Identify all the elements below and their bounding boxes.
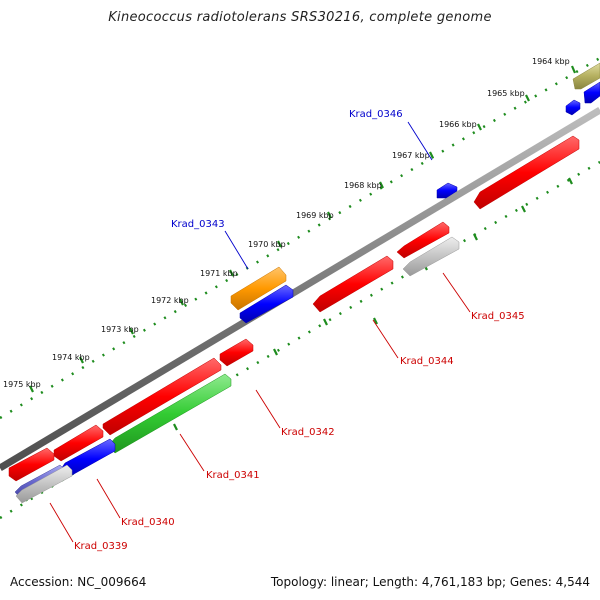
kbp-label: 1970 kbp bbox=[248, 240, 286, 249]
gene-label-krad-0344: Krad_0344 bbox=[400, 356, 454, 367]
gene-label-krad-0342: Krad_0342 bbox=[281, 427, 335, 438]
gene-krad-0344[interactable] bbox=[312, 255, 394, 313]
kbp-label: 1971 kbp bbox=[200, 269, 238, 278]
map-title: Kineococcus radiotolerans SRS30216, comp… bbox=[108, 10, 492, 25]
forward-genes[interactable] bbox=[8, 62, 600, 482]
kbp-label: 1974 kbp bbox=[52, 353, 90, 362]
gene-red-0345-upper[interactable] bbox=[396, 221, 450, 259]
label-connectors bbox=[49, 121, 471, 543]
gene-labels: Krad_0346 Krad_0343 Krad_0345 Krad_0344 … bbox=[74, 109, 525, 552]
gene-label-krad-0339: Krad_0339 bbox=[74, 541, 128, 552]
upper-tick-track bbox=[0, 56, 600, 420]
gene-red-left-2[interactable] bbox=[8, 447, 55, 482]
kbp-label: 1969 kbp bbox=[296, 211, 334, 220]
gene-krad-0343[interactable] bbox=[230, 266, 287, 311]
gene-krad-0345[interactable] bbox=[402, 236, 460, 277]
gene-olive[interactable] bbox=[572, 62, 600, 90]
kbp-label: 1972 kbp bbox=[151, 296, 189, 305]
gene-blue-mid[interactable] bbox=[239, 284, 294, 324]
kbp-label: 1966 kbp bbox=[439, 120, 477, 129]
gene-label-krad-0343: Krad_0343 bbox=[171, 219, 225, 230]
gene-blue-tiny[interactable] bbox=[565, 99, 581, 116]
kbp-label: 1975 kbp bbox=[3, 380, 41, 389]
kbp-labels: 1964 kbp 1965 kbp 1966 kbp 1967 kbp 1968… bbox=[3, 57, 570, 389]
gene-blue-small[interactable] bbox=[583, 81, 600, 104]
gene-red-small-upper[interactable] bbox=[219, 338, 254, 367]
gene-red-top-right[interactable] bbox=[473, 135, 580, 210]
kbp-label: 1965 kbp bbox=[487, 89, 525, 98]
genome-backbone bbox=[0, 106, 600, 472]
accession-text: Accession: NC_009664 bbox=[10, 575, 147, 589]
upper-major-ticks bbox=[29, 65, 577, 393]
kbp-label: 1973 kbp bbox=[101, 325, 139, 334]
topology-text: Topology: linear; Length: 4,761,183 bp; … bbox=[270, 575, 590, 589]
kbp-label: 1967 kbp bbox=[392, 151, 430, 160]
gene-label-krad-0345: Krad_0345 bbox=[471, 311, 525, 322]
kbp-label: 1964 kbp bbox=[532, 57, 570, 66]
kbp-label: 1968 kbp bbox=[344, 181, 382, 190]
gene-krad-0346[interactable] bbox=[436, 182, 458, 199]
gene-red-long-upper[interactable] bbox=[102, 357, 222, 436]
gene-label-krad-0346: Krad_0346 bbox=[349, 109, 403, 120]
gene-label-krad-0341: Krad_0341 bbox=[206, 470, 260, 481]
gene-krad-0339[interactable] bbox=[15, 464, 73, 504]
reverse-genes[interactable] bbox=[14, 135, 580, 504]
gene-label-krad-0340: Krad_0340 bbox=[121, 517, 175, 528]
